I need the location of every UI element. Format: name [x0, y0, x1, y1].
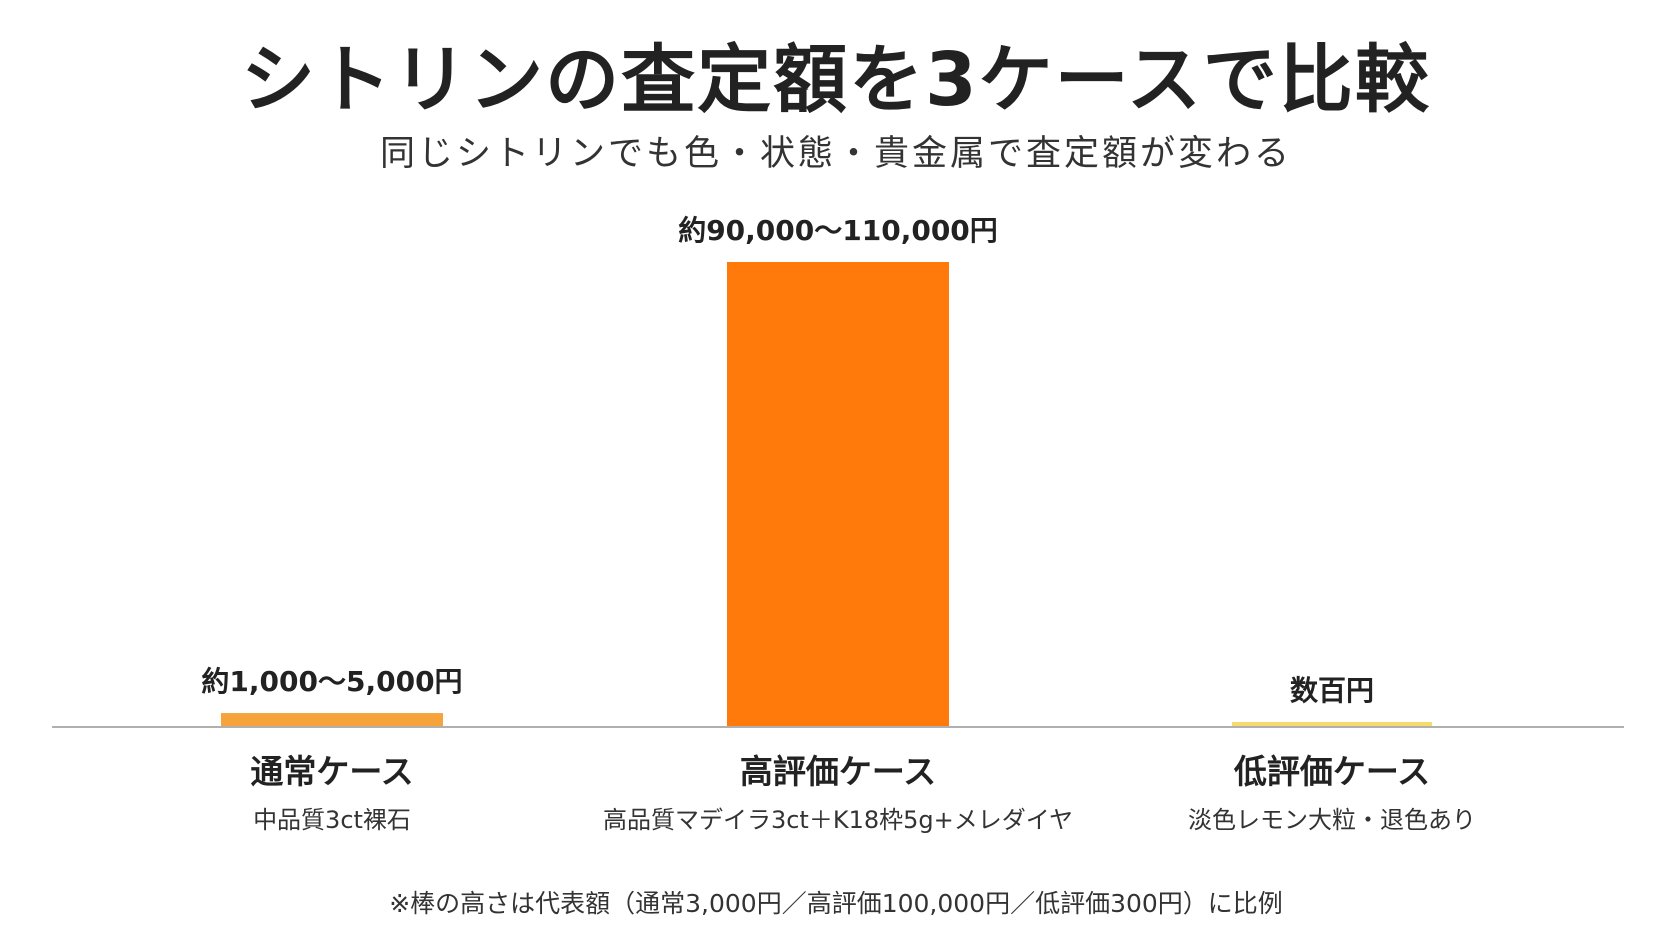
data-label-3: 数百円 — [1290, 674, 1374, 707]
category-description-2: 高品質マデイラ3ct＋K18枠5g+メレダイヤ — [603, 806, 1073, 834]
bar-2 — [727, 262, 949, 727]
category-label-3: 低評価ケース — [1234, 752, 1430, 791]
chart-footnote: ※棒の高さは代表額（通常3,000円／高評価100,000円／低評価300円）に… — [389, 889, 1283, 918]
category-description-1: 中品質3ct裸石 — [253, 806, 411, 834]
category-description-3: 淡色レモン大粒・退色あり — [1188, 806, 1476, 834]
category-label-1: 通常ケース — [250, 752, 413, 791]
bar-3 — [1232, 722, 1432, 727]
chart-subtitle: 同じシトリンでも色・状態・貴金属で査定額が変わる — [379, 134, 1292, 174]
data-label-1: 約1,000〜5,000円 — [201, 665, 462, 698]
category-label-2: 高評価ケース — [740, 752, 936, 791]
data-label-2: 約90,000〜110,000円 — [678, 214, 998, 247]
chart-title: シトリンの査定額を3ケースで比較 — [241, 37, 1431, 123]
bar-1 — [221, 713, 443, 727]
